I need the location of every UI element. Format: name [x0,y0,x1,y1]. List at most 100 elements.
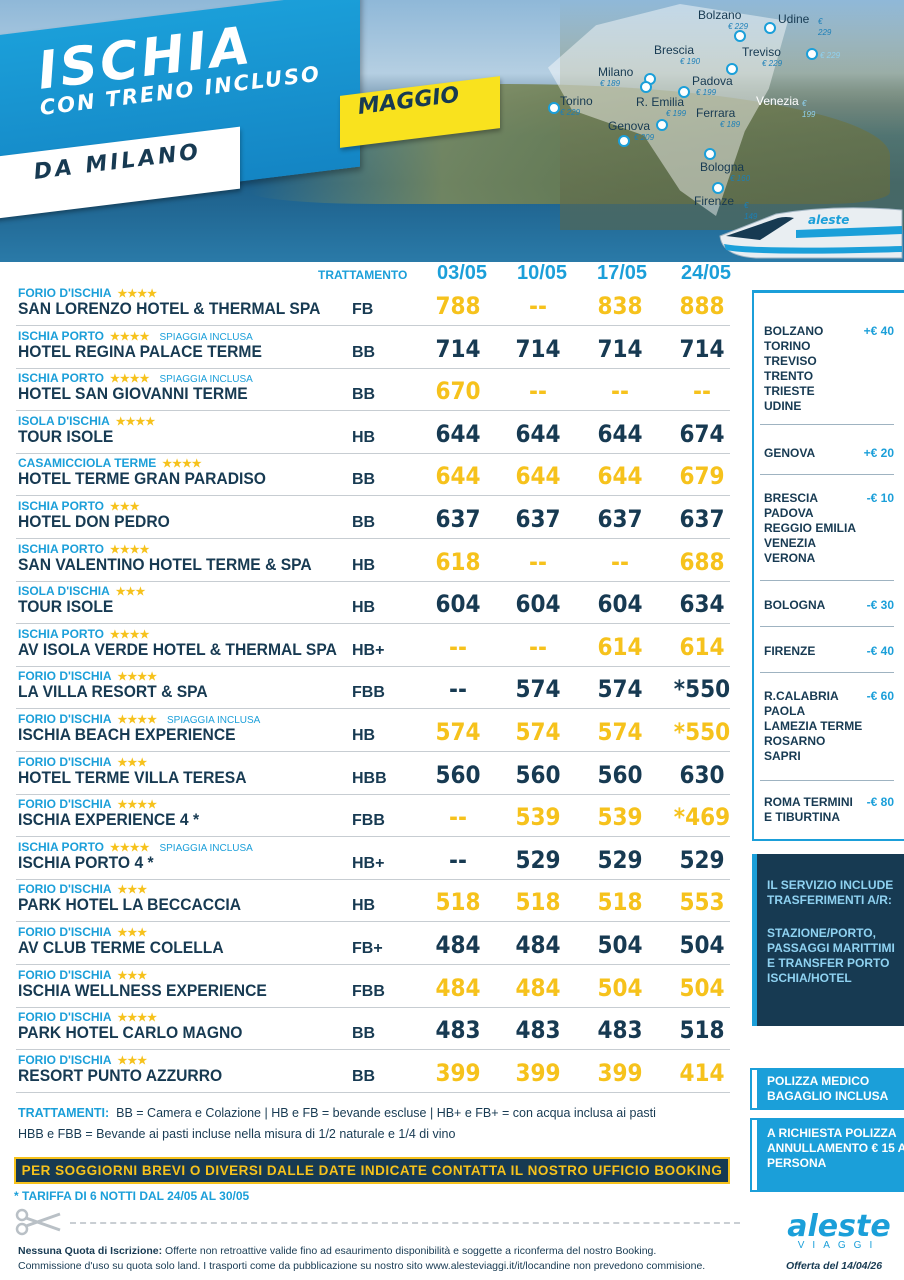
hotel-name: HOTEL TERME GRAN PARADISO [18,469,266,489]
aleste-logo: aleste VIAGGI [787,1209,891,1252]
map-pin-icon [548,102,560,114]
hotel-location: ISCHIA PORTO ★★★★ [18,541,150,556]
beach-included-label: SPIAGGIA INCLUSA [159,331,253,343]
map-city-treviso: Treviso € 229 [726,46,782,75]
price-cell: 637 [435,505,481,533]
star-rating-icon: ★★★ [115,586,146,599]
booking-banner: PER SOGGIORNI BREVI O DIVERSI DALLE DATE… [14,1157,730,1184]
price-cell: 484 [435,931,481,959]
scissors-icon [15,1208,61,1236]
treatment-code: HB+ [352,641,385,659]
treatment-code: BB [352,386,376,404]
map-pin-icon [640,81,652,93]
price-cell: 614 [597,632,643,661]
price-cell: 484 [515,973,561,1002]
map-pin-icon [712,182,724,194]
divider [760,474,894,475]
hotel-location: ISOLA D'ISCHIA ★★★ [18,584,146,599]
hotel-name: TOUR ISOLE [18,426,114,446]
hotel-name: LA VILLA RESORT & SPA [18,682,208,702]
star-rating-icon: ★★★★ [110,628,150,641]
map-city-genova: Genova € 209 [608,120,654,147]
star-rating-icon: ★★★ [117,756,148,769]
star-rating-icon: ★★★★ [110,373,150,386]
hotel-name: AV ISOLA VERDE HOTEL & THERMAL SPA [18,639,337,659]
transfer-info-box: IL SERVIZIO INCLUDE TRASFERIMENTI A/R: S… [752,854,904,1026]
date-column-header: 24/05 [680,262,732,284]
hotel-name: ISCHIA BEACH EXPERIENCE [18,725,236,744]
treatment-code: HBB [352,769,387,787]
price-cell: 529 [597,845,643,874]
supplement-group: BRESCIA PADOVA REGGIO EMILIA VENEZIA VER… [764,491,894,565]
price-cell: 504 [597,931,643,959]
supplement-group: FIRENZE -€ 40 [764,644,894,658]
table-row: ISCHIA PORTO ★★★★ SPIAGGIA INCLUSA ISCHIA P… [16,836,730,880]
price-cell: 518 [515,888,561,917]
table-row: ISCHIA PORTO ★★★★ AV ISOLA VERDE HOTEL & T… [16,623,730,667]
hotel-name: PARK HOTEL CARLO MAGNO [18,1023,243,1043]
table-row: FORIO D'ISCHIA ★★★★ SAN LORENZO HOTEL & TH… [16,282,730,326]
price-cell: 529 [515,845,561,874]
price-cell: 614 [679,632,725,661]
table-row: FORIO D'ISCHIA ★★★★ PARK HOTEL CARLO MAGNO… [16,1006,730,1051]
price-cell: 714 [679,334,725,363]
hotel-location: FORIO D'ISCHIA ★★★★ [18,797,157,812]
supplement-group: GENOVA +€ 20 [764,446,894,460]
treatment-code: HB [352,428,376,446]
hotel-name: AV CLUB TERME COLELLA [18,938,224,957]
divider [760,672,894,673]
hotel-location: FORIO D'ISCHIA ★★★ [18,925,148,939]
price-cell: -- [529,632,547,661]
map-city-venezia: Venezia € 199 [756,94,816,119]
price-cell: 644 [597,462,643,491]
star-rating-icon: ★★★★ [117,671,157,684]
price-cell: -- [449,632,467,661]
price-cell: -- [449,845,467,874]
map-city-udine: Udine € 229 [764,13,831,37]
price-cell: 539 [597,803,643,832]
price-cell: 518 [435,888,481,917]
treatment-column-header: TRATTAMENTO [318,268,408,282]
supplement-group: ROMA TERMINI E TIBURTINA -€ 80 [764,795,894,824]
table-row: ISOLA D'ISCHIA ★★★ TOUR ISOLE HB 604 604 604 63… [16,580,730,625]
treatment-code: FBB [352,684,385,702]
hotel-name: HOTEL SAN GIOVANNI TERME [18,384,248,404]
price-cell: 518 [679,1016,725,1045]
treatment-code: FBB [352,812,385,830]
price-cell: -- [529,377,547,406]
price-cell: 670 [435,377,481,406]
treatment-code: BB [352,514,376,531]
hotel-location: ISCHIA PORTO ★★★★ SPIAGGIA INCLUSA [18,328,253,343]
price-cell: 679 [679,462,725,491]
price-cell: 484 [435,973,481,1002]
price-cell: -- [449,803,467,832]
price-cell: -- [693,377,711,406]
price-cell: 637 [597,505,643,533]
price-cell: 838 [597,292,643,320]
header-banner: ISCHIA CON TRENO INCLUSO DA MILANO MAGGI… [0,0,904,262]
map-pin-icon [618,135,630,147]
map-city-bolzano: Bolzano € 229 [698,9,748,42]
transfer-title: IL SERVIZIO INCLUDE TRASFERIMENTI A/R: [767,878,894,907]
treatment-code: HB [352,897,376,915]
price-cell: 644 [515,462,561,491]
map-city-torino: Torino € 229 [548,95,593,118]
star-rating-icon: ★★★ [110,501,140,513]
hotel-name: TOUR ISOLE [18,597,114,617]
star-rating-icon: ★★★ [117,927,148,939]
hotel-name: HOTEL TERME VILLA TERESA [18,767,247,787]
hotel-location: ISCHIA PORTO ★★★ [18,499,140,513]
hotel-name: ISCHIA PORTO 4 * [18,852,154,872]
train-logo: aleste [808,213,849,227]
price-cell: 888 [679,292,725,320]
price-cell: 604 [515,590,561,619]
hotel-name: SAN VALENTINO HOTEL TERME & SPA [18,554,312,574]
hotel-location: FORIO D'ISCHIA ★★★★ [18,286,157,300]
hotel-location: FORIO D'ISCHIA ★★★ [18,882,148,897]
train-image: aleste [719,207,903,259]
price-cell: *550 [673,718,731,746]
divider [760,780,894,781]
star-rating-icon: ★★★★ [117,714,157,726]
departure-supplements-box [752,290,904,841]
price-cell: 644 [515,419,561,448]
